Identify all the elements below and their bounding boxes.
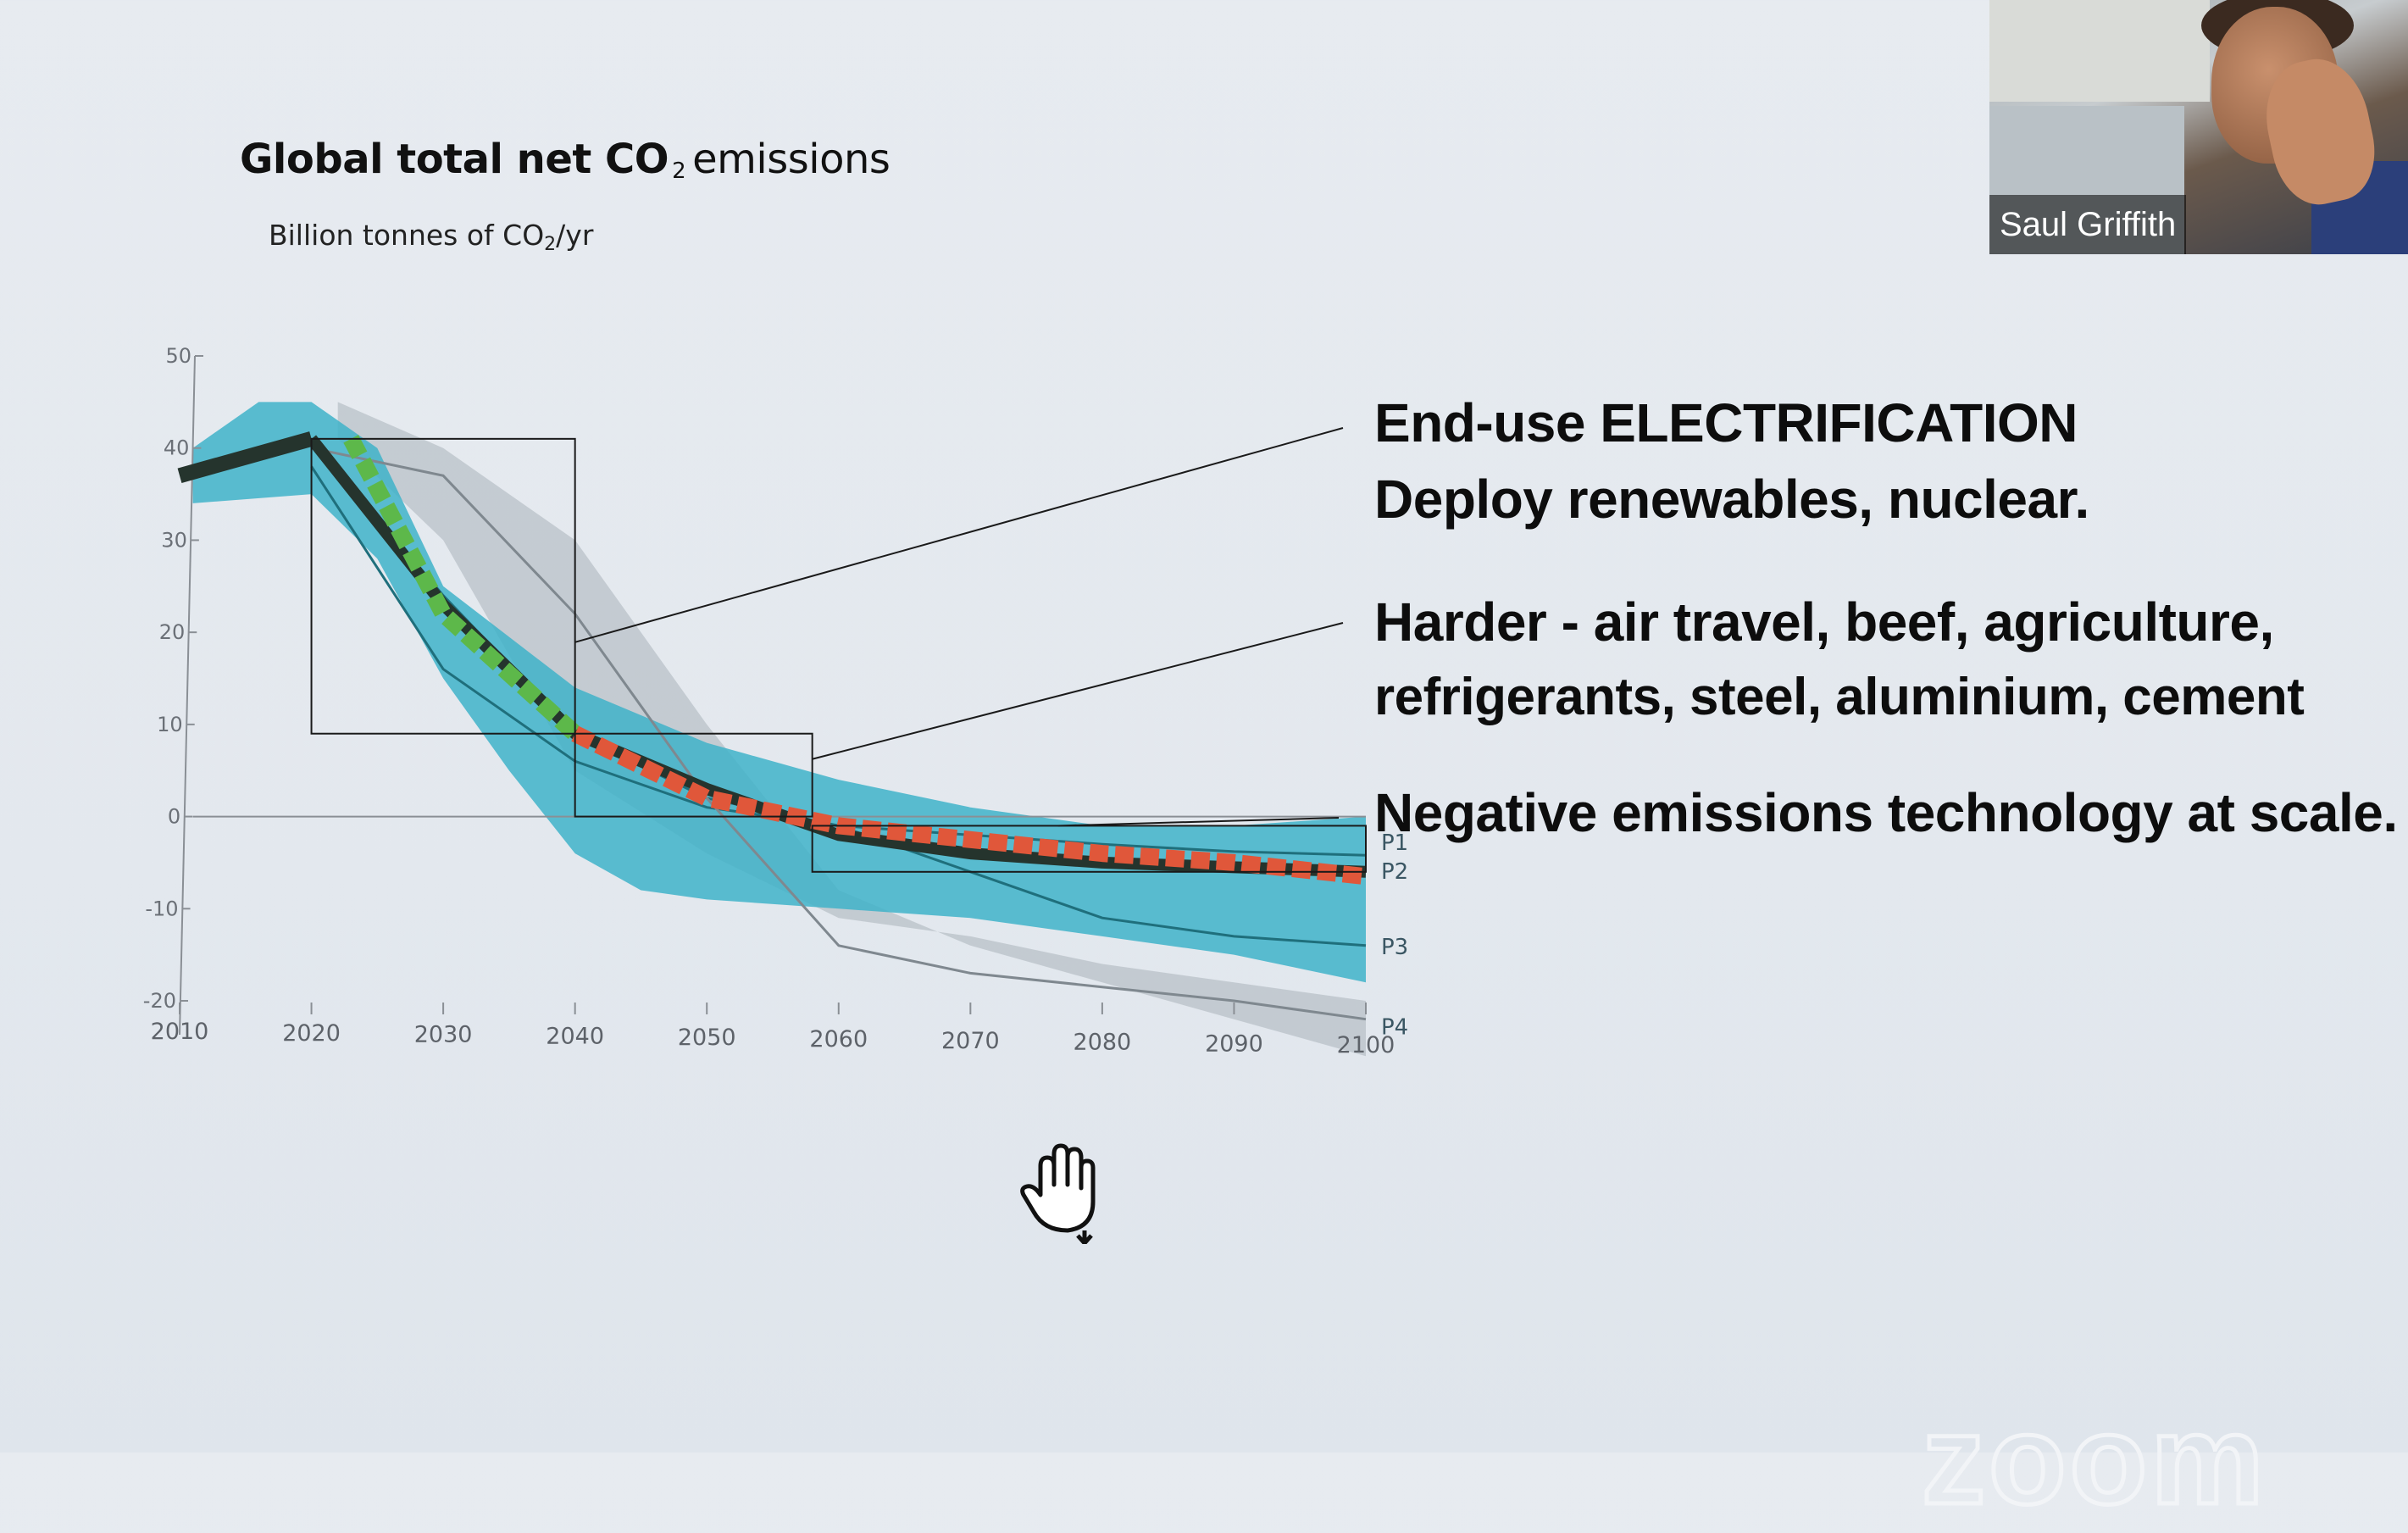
phase-box-3 [811,825,1367,873]
x-tick-label: 2050 [678,1025,736,1051]
presentation-slide: Global total net CO 2 emissions Billion to… [143,0,2408,1533]
chart-title-rest: emissions [692,136,891,183]
leader-line-2 [812,622,1344,760]
leader-line-1 [574,427,1344,643]
x-tick-label: 2100 [1337,1032,1395,1058]
zoom-watermark: zoom [1920,1386,2267,1533]
phase-box-2 [574,732,813,818]
subtitle-subscript: 2 [544,234,557,255]
callout-harder-line2: refrigerants, steel, aluminium, cement [1374,668,2305,726]
x-tick-label: 2010 [151,1019,209,1045]
background-wall [1989,0,2210,102]
series-label-p1: P1 [1381,830,1408,856]
y-tick-label: -20 [143,989,176,1013]
callout-electrification-line2: Deploy renewables, nuclear. [1374,469,2089,530]
callout-harder-line1: Harder - air travel, beef, agriculture, [1374,592,2274,653]
grey-uncertainty-band [337,402,1367,1057]
x-tick-label: 2020 [282,1020,341,1047]
y-tick-label: 10 [157,713,183,736]
callout-leader-lines [574,427,1344,827]
uncertainty-bands [192,402,1367,1057]
phase-box-1 [310,437,576,735]
series-label-p2: P2 [1381,859,1408,885]
harder-dashed-line [571,725,1368,886]
subtitle-tail: /yr [556,219,594,252]
hand-grab-cursor-icon [1015,1142,1108,1247]
chart-subtitle: Billion tonnes of CO2/yr [269,219,593,255]
x-tick-label: 2090 [1205,1030,1263,1057]
x-tick-label: 2080 [1074,1030,1132,1056]
subtitle-main: Billion tonnes of CO [269,219,545,252]
callout-negative-emissions: Negative emissions technology at scale. [1374,782,2398,843]
y-tick-label: 20 [159,620,186,644]
y-tick-label: -10 [145,897,178,920]
series-label-p4: P4 [1381,1015,1408,1041]
x-tick-label: 2060 [809,1026,868,1053]
x-tick-label: 2070 [941,1028,1000,1054]
y-tick-label: 40 [164,436,190,460]
series-label-p3: P3 [1381,935,1408,960]
x-tick-label: 2030 [414,1022,473,1048]
main-pathway-line [307,435,1367,878]
chart-title: Global total net CO 2 emissions [240,136,891,184]
pathway-line-p4 [311,447,1367,1021]
leader-line-3 [1057,817,1340,827]
electrification-dashed-line [343,435,581,741]
historical-line [177,431,314,483]
callout-electrification-line1: End-use ELECTRIFICATION [1374,392,2078,453]
teal-uncertainty-band [192,402,1367,983]
video-thumbnail[interactable]: Saul Griffith [1989,0,2408,254]
y-tick-label: 0 [168,805,180,829]
phase-boxes [310,437,1367,873]
x-tick-label: 2040 [546,1023,604,1049]
participant-name-label: Saul Griffith [1989,195,2187,254]
chart-title-subscript: 2 [672,158,686,184]
y-tick-label: 50 [165,344,191,368]
chart-title-bold: Global total net CO [240,136,669,183]
y-tick-label: 30 [161,528,187,552]
